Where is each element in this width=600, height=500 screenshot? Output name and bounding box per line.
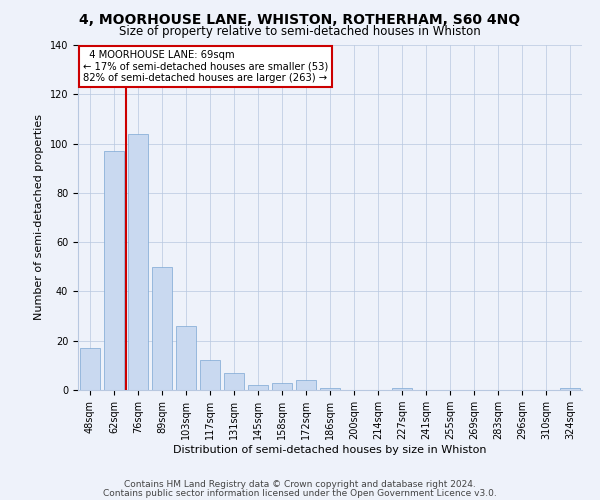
Text: Contains public sector information licensed under the Open Government Licence v3: Contains public sector information licen… bbox=[103, 488, 497, 498]
Bar bbox=[104, 151, 124, 390]
Bar bbox=[152, 267, 172, 390]
Bar bbox=[176, 326, 196, 390]
Bar bbox=[200, 360, 220, 390]
Bar bbox=[248, 385, 268, 390]
Bar bbox=[392, 388, 412, 390]
Bar bbox=[320, 388, 340, 390]
Text: 4, MOORHOUSE LANE, WHISTON, ROTHERHAM, S60 4NQ: 4, MOORHOUSE LANE, WHISTON, ROTHERHAM, S… bbox=[79, 12, 521, 26]
Bar bbox=[224, 373, 244, 390]
Y-axis label: Number of semi-detached properties: Number of semi-detached properties bbox=[34, 114, 44, 320]
Bar bbox=[80, 348, 100, 390]
Bar bbox=[296, 380, 316, 390]
X-axis label: Distribution of semi-detached houses by size in Whiston: Distribution of semi-detached houses by … bbox=[173, 445, 487, 455]
Bar bbox=[128, 134, 148, 390]
Bar bbox=[560, 388, 580, 390]
Bar bbox=[272, 382, 292, 390]
Text: Contains HM Land Registry data © Crown copyright and database right 2024.: Contains HM Land Registry data © Crown c… bbox=[124, 480, 476, 489]
Text: 4 MOORHOUSE LANE: 69sqm
← 17% of semi-detached houses are smaller (53)
82% of se: 4 MOORHOUSE LANE: 69sqm ← 17% of semi-de… bbox=[83, 50, 328, 84]
Text: Size of property relative to semi-detached houses in Whiston: Size of property relative to semi-detach… bbox=[119, 25, 481, 38]
